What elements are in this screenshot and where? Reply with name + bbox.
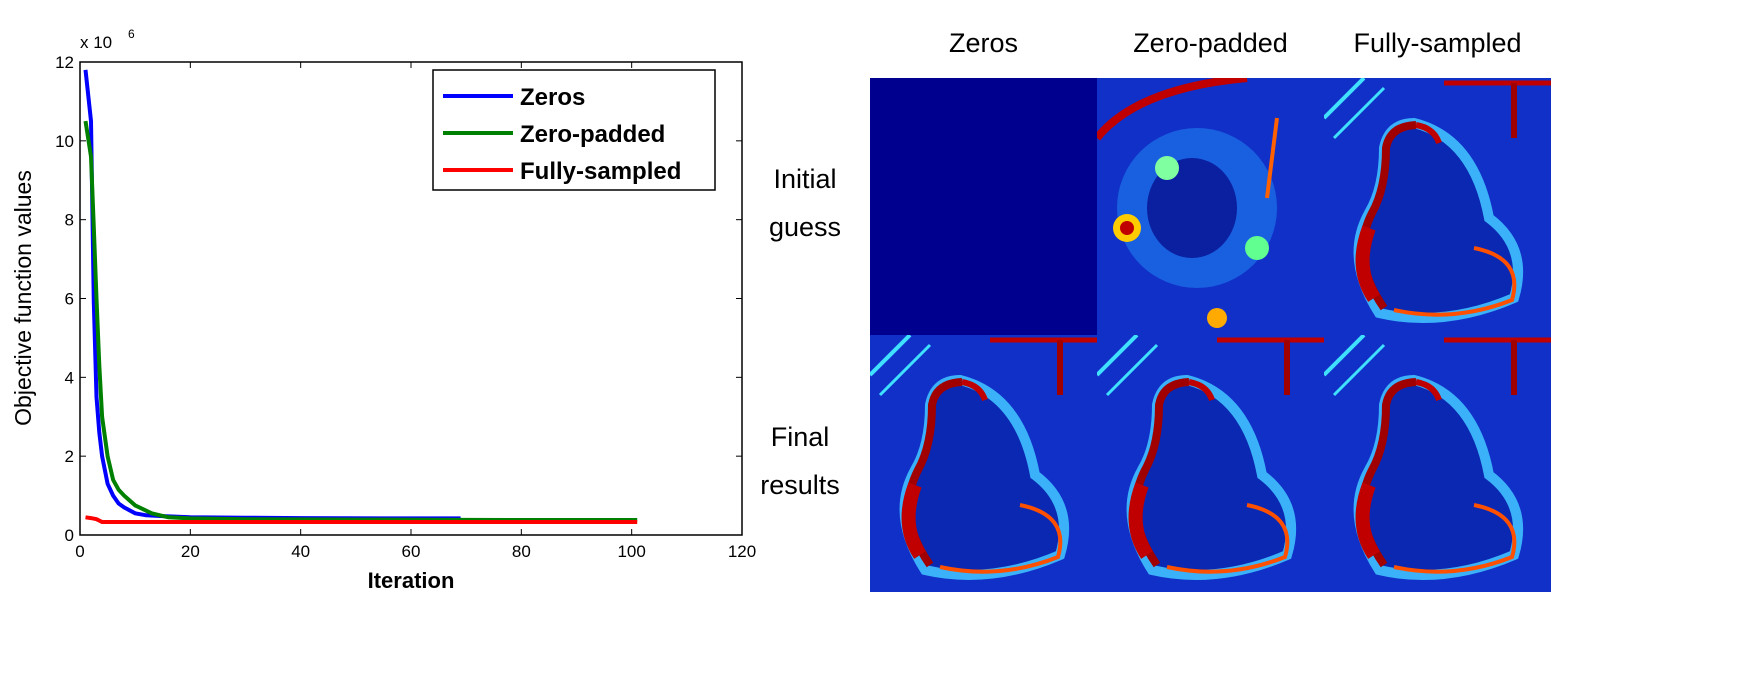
x-tick-label: 20 <box>181 542 200 561</box>
image-final-zeros <box>870 335 1097 592</box>
y-tick-label: 10 <box>55 132 74 151</box>
image-initial-zero-padded <box>1097 78 1324 335</box>
x-tick-label: 0 <box>75 542 84 561</box>
series-layer <box>83 69 638 524</box>
column-label-zero-padded: Zero-padded <box>1133 28 1288 58</box>
image-final-zero-padded <box>1097 335 1324 592</box>
legend-entry: Fully-sampled <box>520 158 681 185</box>
image-initial-zeros <box>870 78 1097 335</box>
row-label-initial-guess: Initial guess <box>745 155 865 251</box>
column-label-zeros: Zeros <box>948 28 1019 58</box>
ticks-layer: 0 20 40 60 80 100 120 0 2 4 6 8 10 12 <box>55 53 756 561</box>
column-label-fully-sampled: Fully-sampled <box>1353 28 1522 58</box>
row-label-line: guess <box>768 212 842 242</box>
row-label-line: results <box>760 470 840 500</box>
reconstructed-heart-image <box>1097 335 1324 580</box>
x-tick-label: 40 <box>291 542 310 561</box>
row-label-final-results: Final results <box>740 413 860 509</box>
row-label-line: Final <box>770 422 830 452</box>
objective-function-chart: 0 20 40 60 80 100 120 0 2 4 6 8 10 12 x 10 6 Iteratio… <box>10 27 756 593</box>
y-tick-label: 2 <box>65 447 74 466</box>
y-multiplier-label: x 10 <box>80 33 112 52</box>
legend-entry: Zeros <box>520 84 585 111</box>
legend-entry: Zero-padded <box>520 121 665 148</box>
image-initial-fully-sampled <box>1324 78 1551 335</box>
series-line-fully-sampled <box>85 515 638 524</box>
reconstructed-heart-image <box>1324 78 1551 323</box>
y-multiplier-exponent: 6 <box>128 27 135 41</box>
reconstructed-heart-image <box>1324 335 1551 580</box>
image-final-fully-sampled <box>1324 335 1551 592</box>
series-line-zero-padded <box>83 120 638 522</box>
row-label-line: Initial <box>773 164 837 194</box>
reconstructed-heart-image <box>870 335 1097 580</box>
x-tick-label: 60 <box>402 542 421 561</box>
y-tick-label: 12 <box>55 53 74 72</box>
y-tick-label: 6 <box>65 290 74 309</box>
x-tick-label: 120 <box>728 542 756 561</box>
x-tick-label: 80 <box>512 542 531 561</box>
legend: Zeros Zero-padded Fully-sampled <box>432 69 716 191</box>
y-tick-label: 8 <box>65 211 74 230</box>
x-axis-label: Iteration <box>368 568 455 593</box>
blurred-heart-image <box>1097 78 1279 328</box>
y-tick-label: 0 <box>65 526 74 545</box>
y-tick-label: 4 <box>65 368 74 387</box>
x-tick-label: 100 <box>617 542 645 561</box>
y-axis-label: Objective function values <box>10 170 36 426</box>
